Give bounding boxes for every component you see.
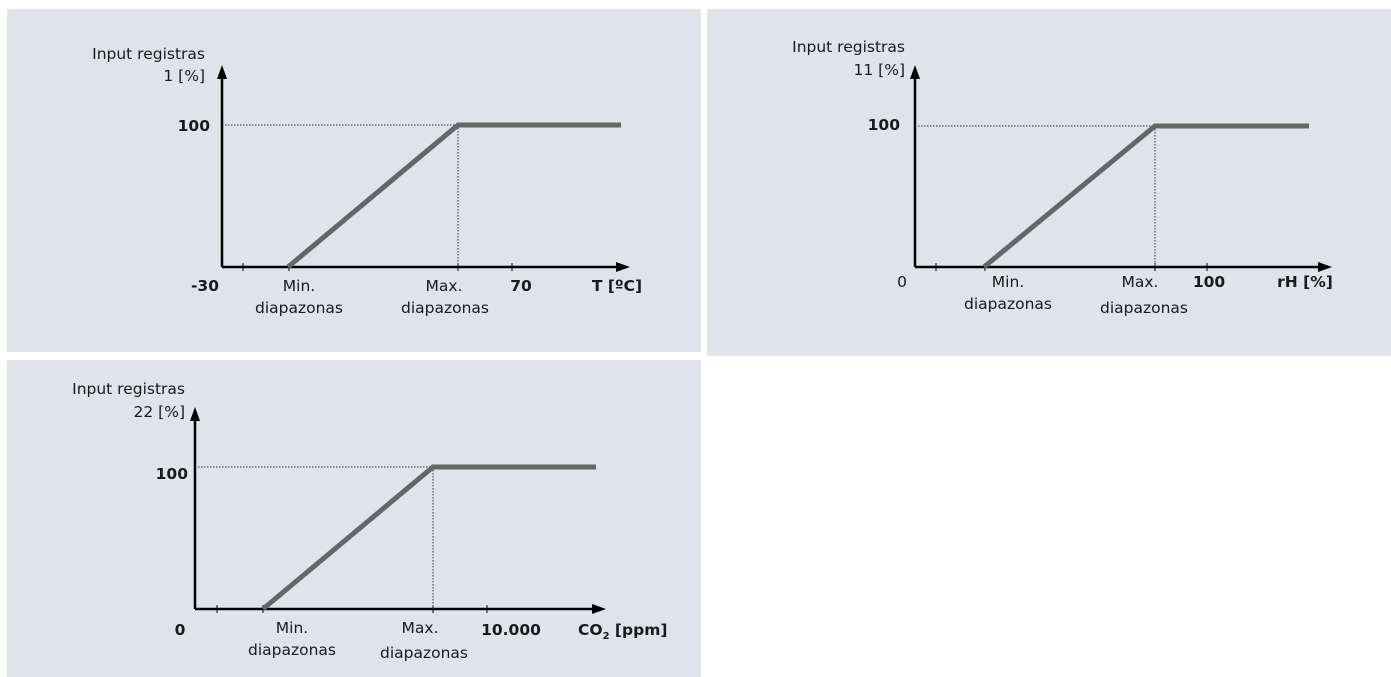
y-axis-label-line2: 22 [%]: [134, 403, 185, 421]
y-max-tick-label: 100: [178, 117, 211, 135]
y-axis-label-line1: Input registras: [792, 38, 905, 56]
max-range-label-line1: Max.: [402, 619, 439, 637]
response-curve: [286, 122, 621, 269]
y-axis-arrow-icon: [190, 407, 200, 421]
x-max-tick-label: 100: [1193, 273, 1226, 291]
max-range-label-line2: diapazonas: [380, 644, 468, 662]
y-axis-label-line1: Input registras: [72, 380, 185, 398]
x-origin-label: -30: [191, 277, 219, 295]
min-range-label-line2: diapazonas: [964, 295, 1052, 313]
y-axis-label-line2: 11 [%]: [854, 61, 905, 79]
x-axis-unit-label: CO2 [ppm]: [578, 621, 667, 642]
x-origin-label: 0: [897, 273, 907, 291]
x-unit-subscript: 2: [603, 631, 610, 642]
y-max-tick-label: 100: [156, 465, 189, 483]
x-unit-rest: [ppm]: [610, 621, 668, 639]
temperature-diagram-panel: Input registras 1 [%] 100 -30 Min. diapa…: [7, 9, 701, 352]
response-curve: [261, 464, 596, 611]
temperature-diagram: Input registras 1 [%] 100 -30 Min. diapa…: [92, 45, 642, 317]
y-axis-label-line1: Input registras: [92, 45, 205, 63]
x-unit-co: CO: [578, 621, 603, 639]
co2-diagram: Input registras 22 [%] 100 0 Min. diapaz…: [72, 380, 667, 662]
x-origin-label: 0: [175, 621, 186, 639]
response-curve: [982, 123, 1309, 269]
x-axis-arrow-icon: [1318, 262, 1332, 272]
max-range-label-line1: Max.: [426, 277, 463, 295]
min-range-label-line2: diapazonas: [255, 299, 343, 317]
min-range-label-line2: diapazonas: [248, 641, 336, 659]
y-axis-arrow-icon: [910, 65, 920, 79]
min-range-label-line1: Min.: [283, 277, 315, 295]
co2-diagram-panel: Input registras 22 [%] 100 0 Min. diapaz…: [7, 360, 701, 677]
min-range-label-line1: Min.: [992, 273, 1024, 291]
humidity-diagram: Input registras 11 [%] 100 0 Min. diapaz…: [792, 38, 1333, 317]
y-axis-label-line2: 1 [%]: [163, 67, 205, 85]
y-axis-arrow-icon: [217, 65, 227, 79]
x-axis-arrow-icon: [592, 604, 606, 614]
max-range-label-line2: diapazonas: [1100, 299, 1188, 317]
x-axis-arrow-icon: [616, 262, 630, 272]
min-range-label-line1: Min.: [276, 619, 308, 637]
x-axis-unit-label: T [ºC]: [592, 277, 642, 295]
x-max-tick-label: 70: [510, 277, 532, 295]
x-axis-unit-label: rH [%]: [1277, 273, 1333, 291]
y-max-tick-label: 100: [868, 116, 901, 134]
x-max-tick-label: 10.000: [481, 621, 541, 639]
humidity-diagram-panel: Input registras 11 [%] 100 0 Min. diapaz…: [707, 9, 1391, 356]
max-range-label-line2: diapazonas: [401, 299, 489, 317]
max-range-label-line1: Max.: [1122, 273, 1159, 291]
